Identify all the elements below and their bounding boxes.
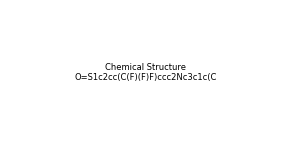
Text: Chemical Structure
O=S1c2cc(C(F)(F)F)ccc2Nc3c1c(C: Chemical Structure O=S1c2cc(C(F)(F)F)ccc… bbox=[74, 63, 217, 82]
